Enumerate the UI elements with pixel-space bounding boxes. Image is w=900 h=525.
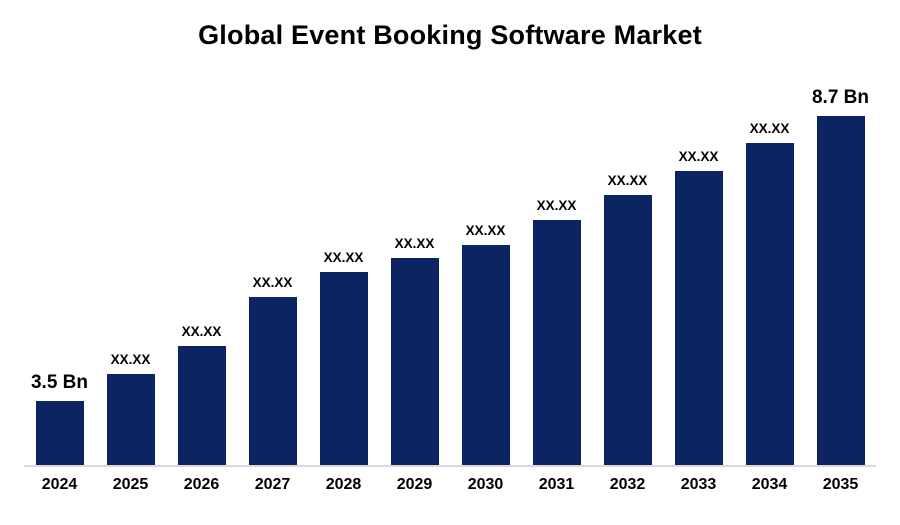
bar-2033 [674,171,723,465]
bar-value-label: XX.XX [607,173,648,188]
bar-2026 [177,346,226,465]
x-axis-label-2028: 2028 [325,476,362,493]
x-axis-label-2031: 2031 [538,476,575,493]
bar-group-2027: XX.XX [237,275,308,465]
bar-group-2033: XX.XX [663,149,734,465]
x-axis-label-2033: 2033 [680,476,717,493]
bar-group-2024: 3.5 Bn [24,372,95,465]
bar-2028 [319,272,368,465]
bar-value-label: 3.5 Bn [30,372,89,393]
x-axis-label-2035: 2035 [822,476,859,493]
bar-2031 [532,220,581,465]
bar-value-label: 8.7 Bn [811,87,870,108]
bar-2034 [745,143,794,465]
bar-2027 [248,297,297,465]
bar-group-2028: XX.XX [308,250,379,465]
bar-value-label: XX.XX [252,275,293,290]
bar-group-2034: XX.XX [734,121,805,465]
bar-2030 [461,245,510,465]
bar-value-label: XX.XX [678,149,719,164]
chart-title: Global Event Booking Software Market [198,20,702,50]
bar-2032 [603,195,652,465]
bar-group-2025: XX.XX [95,352,166,465]
x-axis-label-2032: 2032 [609,476,646,493]
bar-2024 [35,401,84,465]
x-axis-label-2024: 2024 [41,476,78,493]
x-axis-label-2034: 2034 [751,476,788,493]
bar-value-label: XX.XX [536,198,577,213]
bar-value-label: XX.XX [181,324,222,339]
bar-2035 [816,116,865,465]
bar-value-label: XX.XX [465,223,506,238]
bar-group-2032: XX.XX [592,173,663,465]
bar-group-2029: XX.XX [379,236,450,465]
bar-group-2035: 8.7 Bn [805,87,876,465]
bar-group-2026: XX.XX [166,324,237,465]
x-axis-label-2029: 2029 [396,476,433,493]
x-axis-label-2026: 2026 [183,476,220,493]
bar-value-label: XX.XX [394,236,435,251]
bar-2025 [106,374,155,465]
bar-group-2031: XX.XX [521,198,592,465]
x-axis-labels: 2024 2025 2026 2027 2028 2029 2030 2031 2032 2033… [24,467,876,494]
bar-value-label: XX.XX [323,250,364,265]
x-axis-label-2025: 2025 [112,476,149,493]
x-axis-label-2030: 2030 [467,476,504,493]
bar-value-label: XX.XX [110,352,151,367]
bar-value-label: XX.XX [749,121,790,136]
plot-area: 3.5 Bn XX.XX XX.XX XX.XX XX.XX XX.XX XX.XX XX.X… [24,51,876,467]
bar-2029 [390,258,439,465]
bar-group-2030: XX.XX [450,223,521,465]
x-axis-label-2027: 2027 [254,476,291,493]
